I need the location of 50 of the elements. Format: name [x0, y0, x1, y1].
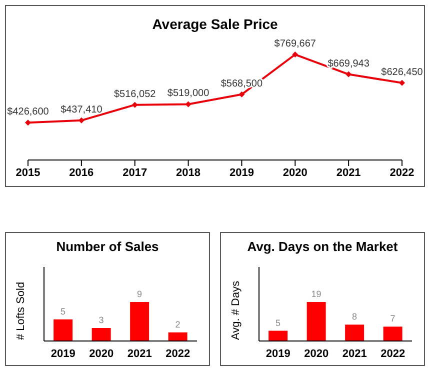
x-tick-label: 2021	[336, 166, 361, 179]
bar	[168, 332, 188, 341]
x-tick-label: 2022	[166, 348, 190, 360]
data-label: $669,943	[328, 58, 370, 70]
chart-title: Number of Sales	[55, 239, 160, 256]
x-tick-label: 2020	[89, 348, 114, 360]
data-label: 7	[390, 314, 396, 324]
data-label: $516,052	[114, 88, 156, 100]
x-tick-label: 2016	[69, 166, 94, 179]
x-tick-label: 2018	[176, 166, 201, 179]
data-label: 5	[60, 306, 66, 316]
data-label: $769,667	[274, 38, 316, 50]
data-label: 5	[276, 318, 281, 328]
data-label: 8	[352, 312, 358, 322]
data-label: 2	[175, 319, 180, 330]
x-tick-label: 2015	[16, 166, 40, 179]
bar	[345, 324, 364, 341]
x-tick-label: 2022	[390, 166, 414, 179]
bar	[383, 326, 402, 341]
point	[346, 71, 352, 78]
point	[399, 80, 405, 86]
bar	[54, 319, 73, 341]
x-tick-label: 2020	[304, 348, 329, 360]
x-tick-label: 2021	[342, 348, 367, 360]
chart-title: Avg. Days on the Market	[246, 239, 399, 256]
bar	[130, 302, 150, 341]
x-tick-label: 2019	[229, 166, 254, 179]
data-label: $519,000	[167, 88, 210, 100]
data-label: 3	[98, 315, 104, 326]
bar	[92, 328, 111, 341]
bar	[306, 302, 326, 341]
x-tick-label: 2019	[50, 348, 76, 360]
x-tick-label: 2021	[127, 348, 152, 360]
data-label: 9	[137, 289, 142, 300]
y-axis-title: # Lofts Sold	[14, 282, 27, 340]
point	[25, 120, 31, 126]
data-label: $437,410	[60, 104, 103, 116]
bar	[268, 330, 288, 341]
point	[292, 52, 298, 58]
y-axis-title: Avg. # Days	[230, 280, 242, 340]
x-tick-label: 2017	[122, 166, 148, 179]
data-label: $426,600	[7, 106, 50, 118]
data-label: 19	[311, 289, 322, 300]
x-tick-label: 2022	[380, 348, 406, 360]
x-tick-label: 2020	[282, 166, 308, 179]
point	[238, 91, 245, 98]
chart-title: Average Sale Price	[151, 16, 279, 34]
point	[132, 102, 138, 108]
data-label: $626,450	[381, 66, 424, 78]
x-tick-label: 2019	[266, 348, 290, 360]
